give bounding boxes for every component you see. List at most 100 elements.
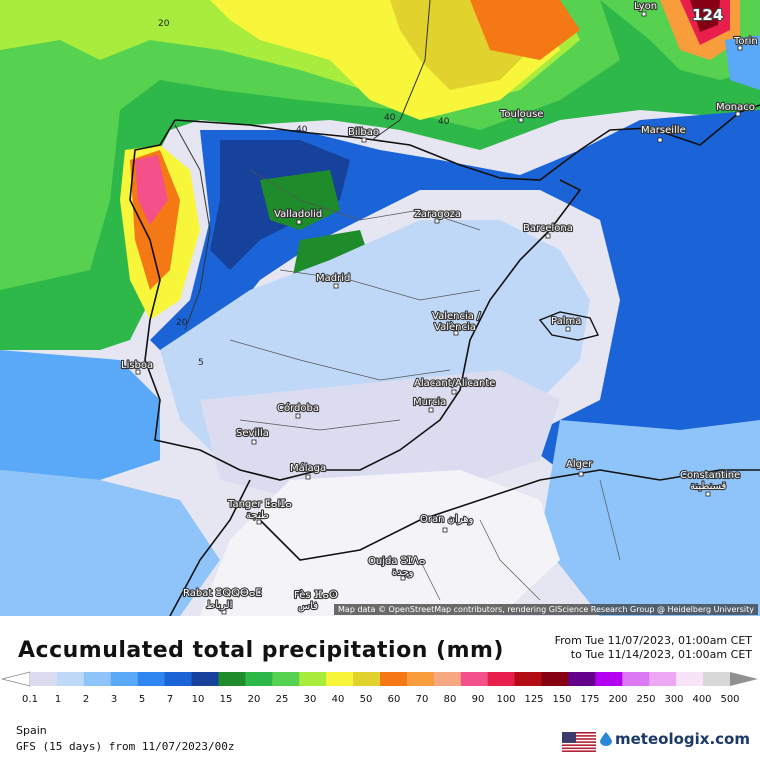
city-label-fes-ar: فاس [298, 601, 318, 612]
period-to: to Tue 11/14/2023, 01:00am CET [570, 648, 752, 661]
region-borders-africa [419, 479, 621, 601]
city-label-oujda: Oujda ⵓⵊⴷⴰ [368, 556, 425, 567]
city-label-rabat-ar: الرباط [206, 600, 232, 611]
legend-title: Accumulated total precipitation (mm) [18, 638, 504, 663]
scale-swatch [487, 672, 516, 686]
contour-label: 40 [296, 125, 308, 135]
scale-swatch [649, 672, 677, 686]
scale-tick-label: 150 [552, 694, 571, 705]
precip-zone-alboran-white [200, 470, 560, 616]
scale-tick-label: 25 [276, 694, 289, 705]
scale-tick-label: 3 [111, 694, 117, 705]
scale-tick-label: 30 [304, 694, 317, 705]
scale-swatch [56, 672, 85, 686]
border-france [371, 0, 431, 141]
scale-swatch [30, 672, 58, 686]
scale-tick-label: 400 [692, 694, 711, 705]
scale-swatch [380, 672, 408, 686]
model-run-label: GFS (15 days) from 11/07/2023/00z [16, 740, 235, 753]
city-label-palma: Palma [551, 316, 581, 327]
city-label-valladolid: Valladolid [274, 209, 322, 220]
scale-swatch [595, 672, 623, 686]
scale-swatch [191, 672, 219, 686]
scale-swatch [110, 672, 139, 686]
city-label-toulouse: Toulouse [499, 109, 543, 120]
city-label-rabat: Rabat ⴻⵕⵕⴱⴰⵟ [183, 588, 262, 599]
border-portugal [174, 124, 211, 331]
city-label-alicante: Alacant/Alicante [414, 378, 495, 389]
scale-tick-label: 200 [608, 694, 627, 705]
city-label-zaragoza: Zaragoza [414, 209, 461, 220]
coastline-iberia [129, 119, 582, 481]
scale-tick-label: 0.1 [22, 694, 38, 705]
city-label-lyon: Lyon [634, 1, 657, 12]
city-markers [135, 11, 743, 615]
scale-tick-label: 300 [664, 694, 683, 705]
precip-zone-algeria-blue [540, 420, 760, 616]
scale-tick-label: 125 [524, 694, 543, 705]
city-label-constantine-ar: قسنطينة [690, 481, 727, 492]
scale-tick-label: 7 [167, 694, 173, 705]
scale-arrow-left [1, 671, 31, 687]
scale-tick-label: 50 [360, 694, 373, 705]
city-label-cordoba: Córdoba [277, 402, 319, 414]
precipitation-map[interactable]: 20 40 40 40 20 5 124 [0, 0, 760, 616]
contour-label: 40 [438, 117, 450, 127]
scale-swatch [272, 672, 300, 686]
brand-name: meteologix.com [615, 730, 750, 748]
scale-swatch [326, 672, 354, 686]
scale-tick-label: 100 [496, 694, 515, 705]
scale-tick-label: 175 [580, 694, 599, 705]
scale-swatch [703, 672, 731, 686]
scale-swatch [299, 672, 327, 686]
scale-arrow-right [730, 672, 758, 686]
scale-swatch [541, 672, 569, 686]
city-label-malaga: Málaga [290, 462, 326, 474]
coastline-morocco [169, 479, 251, 616]
us-flag-icon[interactable] [562, 732, 596, 752]
coastline-north [174, 104, 760, 181]
city-label-marseille: Marseille [641, 125, 686, 136]
city-label-monaco: Monaco [716, 102, 755, 113]
scale-swatch [245, 672, 273, 686]
scale-tick-label: 15 [220, 694, 233, 705]
city-label-fes: Fès ⴼⴰⵙ [294, 589, 338, 601]
time-period: From Tue 11/07/2023, 01:00am CET to Tue … [555, 634, 752, 662]
scale-swatch [622, 672, 650, 686]
color-scale-ticks: 0.1 1 2 3 5 7 10 15 20 25 30 40 50 60 70 80 90 100 125 150 1… [22, 694, 740, 705]
scale-swatch [164, 672, 193, 686]
city-label-barcelona: Barcelona [523, 223, 573, 234]
period-from: From Tue 11/07/2023, 01:00am CET [554, 634, 752, 647]
scale-tick-label: 10 [192, 694, 205, 705]
city-label-valencia: Valencia / [432, 311, 481, 322]
contour-label: 20 [158, 19, 170, 29]
map-attribution[interactable]: Map data © OpenStreetMap contributors, r… [334, 604, 758, 615]
map-canvas: 20 40 40 40 20 5 124 [0, 0, 760, 616]
scale-tick-label: 70 [416, 694, 429, 705]
color-scale: 0.1 1 2 3 5 7 10 15 20 25 30 40 50 60 70 80 90 100 125 150 1… [1, 671, 758, 705]
scale-tick-label: 250 [636, 694, 655, 705]
scale-tick-label: 500 [720, 694, 739, 705]
precip-zone-blue-alps [725, 35, 760, 90]
peak-value-label: 124 [692, 6, 723, 24]
scale-swatch [406, 672, 435, 686]
city-label-torin: Torin [733, 36, 758, 47]
scale-swatch [353, 672, 381, 686]
contour-label: 20 [176, 318, 188, 328]
scale-tick-label: 60 [388, 694, 401, 705]
brand-logo[interactable]: meteologix.com [600, 730, 750, 748]
contour-label: 5 [198, 358, 204, 368]
city-label-constantine: Constantine [680, 470, 740, 481]
city-label-murcia: Murcia [413, 397, 446, 408]
scale-tick-label: 2 [83, 694, 89, 705]
color-scale-swatches [1, 671, 758, 687]
precip-zone-orange [470, 0, 580, 60]
city-label-alger: Alger [566, 459, 593, 470]
scale-swatch [433, 672, 462, 686]
city-label-lisboa: Lisboa [121, 360, 153, 371]
precip-zone-south-pale [200, 370, 560, 500]
scale-swatch [218, 672, 246, 686]
scale-swatch [460, 672, 489, 686]
city-label-bilbao: Bilbao [348, 127, 379, 138]
scale-swatch [137, 672, 166, 686]
